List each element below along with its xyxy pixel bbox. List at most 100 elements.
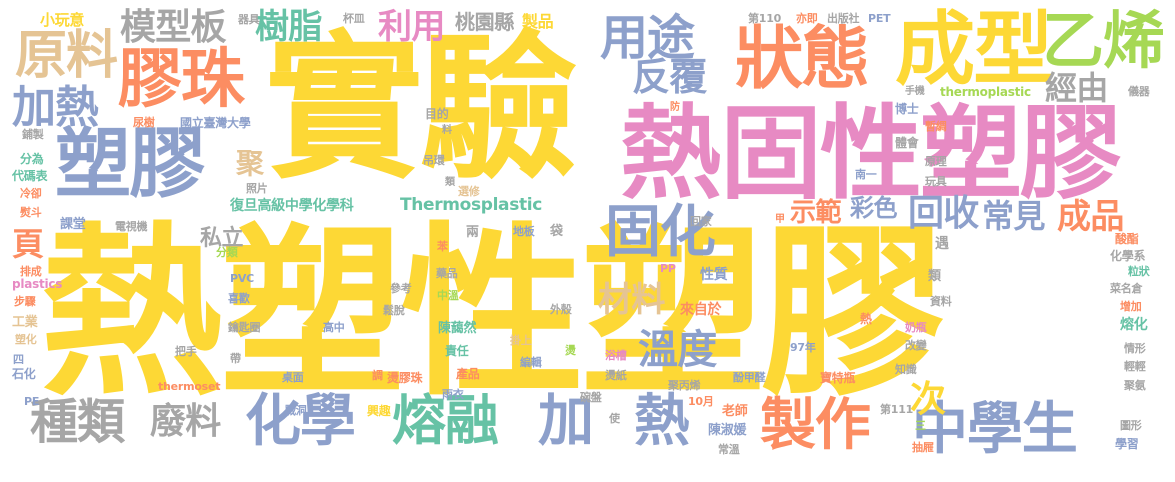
word: 成品 bbox=[1057, 197, 1124, 237]
word: 防 bbox=[670, 102, 680, 113]
word: 燙 bbox=[565, 344, 576, 357]
word: 杯皿 bbox=[343, 12, 365, 25]
word: 經由 bbox=[1045, 69, 1108, 107]
word: 料 bbox=[442, 125, 452, 136]
word: 加熱 bbox=[12, 82, 99, 133]
word: 成型 bbox=[895, 3, 1053, 96]
word: 10月 bbox=[688, 395, 714, 408]
word: 來自於 bbox=[680, 302, 722, 318]
word: 熱 bbox=[634, 389, 690, 454]
word: 次 bbox=[910, 379, 946, 420]
word: 掛上 bbox=[510, 334, 532, 347]
word: 熱 bbox=[860, 312, 872, 326]
word: 玩具 bbox=[925, 175, 947, 188]
word: 聚氨 bbox=[1124, 379, 1146, 392]
word: 苯 bbox=[437, 240, 448, 253]
word: 樹脂 bbox=[255, 7, 322, 47]
word: 性質 bbox=[700, 267, 728, 283]
word: PE bbox=[24, 395, 40, 408]
word: 寶特瓶 bbox=[820, 371, 856, 385]
word: 陳淑媛 bbox=[708, 423, 747, 438]
word: 三 bbox=[915, 419, 926, 432]
word: thermoplastic bbox=[940, 85, 1031, 99]
word: 溫度 bbox=[638, 327, 717, 373]
word: 吊環 bbox=[423, 154, 445, 167]
word: 膠珠 bbox=[118, 43, 245, 117]
word: 暫綢 bbox=[925, 120, 947, 133]
word: 把手 bbox=[175, 345, 197, 358]
word: 碗盤 bbox=[580, 391, 602, 404]
word: 國立臺灣大學 bbox=[180, 116, 251, 130]
word: 遇 bbox=[935, 236, 949, 252]
word: 回收 bbox=[908, 193, 979, 234]
word: 第111 bbox=[880, 403, 914, 416]
word: PVC bbox=[230, 272, 254, 285]
word: 學習 bbox=[1115, 437, 1139, 451]
word: 廢料 bbox=[150, 401, 221, 442]
word: 鑰匙圈 bbox=[228, 321, 261, 334]
word: 塑化 bbox=[15, 333, 37, 346]
word: 照片 bbox=[246, 182, 268, 195]
word: 燙膠珠 bbox=[387, 371, 423, 385]
word: 知識 bbox=[895, 363, 917, 376]
word: 圖形 bbox=[1120, 419, 1142, 432]
word: 喜歡 bbox=[228, 292, 250, 305]
word: plastics bbox=[12, 277, 63, 291]
word: 回家 bbox=[690, 215, 712, 228]
word: 加 bbox=[538, 389, 594, 454]
word: 目的 bbox=[425, 107, 449, 121]
word: 老師 bbox=[722, 404, 748, 419]
word: 鋪製 bbox=[22, 128, 44, 141]
word: 分類 bbox=[216, 246, 238, 259]
word: 陳藹然 bbox=[438, 321, 477, 336]
word: 化學系 bbox=[1110, 249, 1146, 263]
word: 抽屜 bbox=[912, 441, 934, 454]
word: 種類 bbox=[30, 394, 125, 450]
word: 工業 bbox=[12, 315, 38, 330]
word: 乙烯 bbox=[1042, 4, 1165, 77]
word: 出版社 bbox=[827, 12, 860, 25]
word: 製作 bbox=[760, 393, 871, 458]
word: 中學生 bbox=[912, 397, 1078, 462]
word: 用途 bbox=[600, 10, 695, 66]
word: 外殼 bbox=[550, 303, 572, 316]
word: 編輯 bbox=[520, 356, 542, 369]
word: 熱固性塑膠 bbox=[620, 95, 1122, 214]
word: 浴槽 bbox=[605, 349, 627, 362]
word: 調 bbox=[372, 369, 383, 382]
word: 固化 bbox=[605, 200, 716, 265]
word: 排成 bbox=[20, 265, 42, 278]
word: 彩色 bbox=[850, 194, 898, 222]
word: 雨衣 bbox=[442, 388, 464, 401]
word: 體會 bbox=[895, 136, 919, 150]
word: 原理 bbox=[925, 155, 947, 168]
word: 燙紙 bbox=[605, 369, 627, 382]
word: 桃園縣 bbox=[455, 10, 514, 34]
word: 甲 bbox=[775, 214, 785, 225]
word: 亦即 bbox=[796, 12, 818, 25]
word: 奶瓶 bbox=[905, 321, 927, 334]
word: 兩 bbox=[466, 225, 479, 240]
word: 97年 bbox=[790, 341, 816, 354]
word: 原料 bbox=[15, 26, 118, 86]
word: 增加 bbox=[1120, 300, 1142, 313]
word: 復旦高級中學化學科 bbox=[230, 198, 354, 214]
word: 熔融 bbox=[392, 389, 499, 452]
word: 鬆脫 bbox=[383, 304, 405, 317]
word: 中溫 bbox=[437, 289, 459, 302]
word: 熔化 bbox=[1120, 317, 1148, 333]
word: 產品 bbox=[456, 367, 480, 381]
word: 聚丙烯 bbox=[668, 379, 701, 392]
word: 手機 bbox=[905, 86, 925, 97]
word: 器具 bbox=[238, 13, 260, 26]
word: 材料 bbox=[598, 280, 665, 320]
word: 四 bbox=[13, 353, 24, 366]
word: 選修 bbox=[458, 185, 480, 198]
word: 代碼表 bbox=[12, 169, 48, 183]
word: 尿樹 bbox=[133, 116, 155, 129]
word: 儀器 bbox=[1128, 85, 1150, 98]
word: 桌面 bbox=[282, 371, 304, 384]
word: 酸酯 bbox=[1115, 232, 1139, 246]
word: 藥品 bbox=[436, 267, 458, 280]
word: 私立 bbox=[200, 226, 244, 251]
